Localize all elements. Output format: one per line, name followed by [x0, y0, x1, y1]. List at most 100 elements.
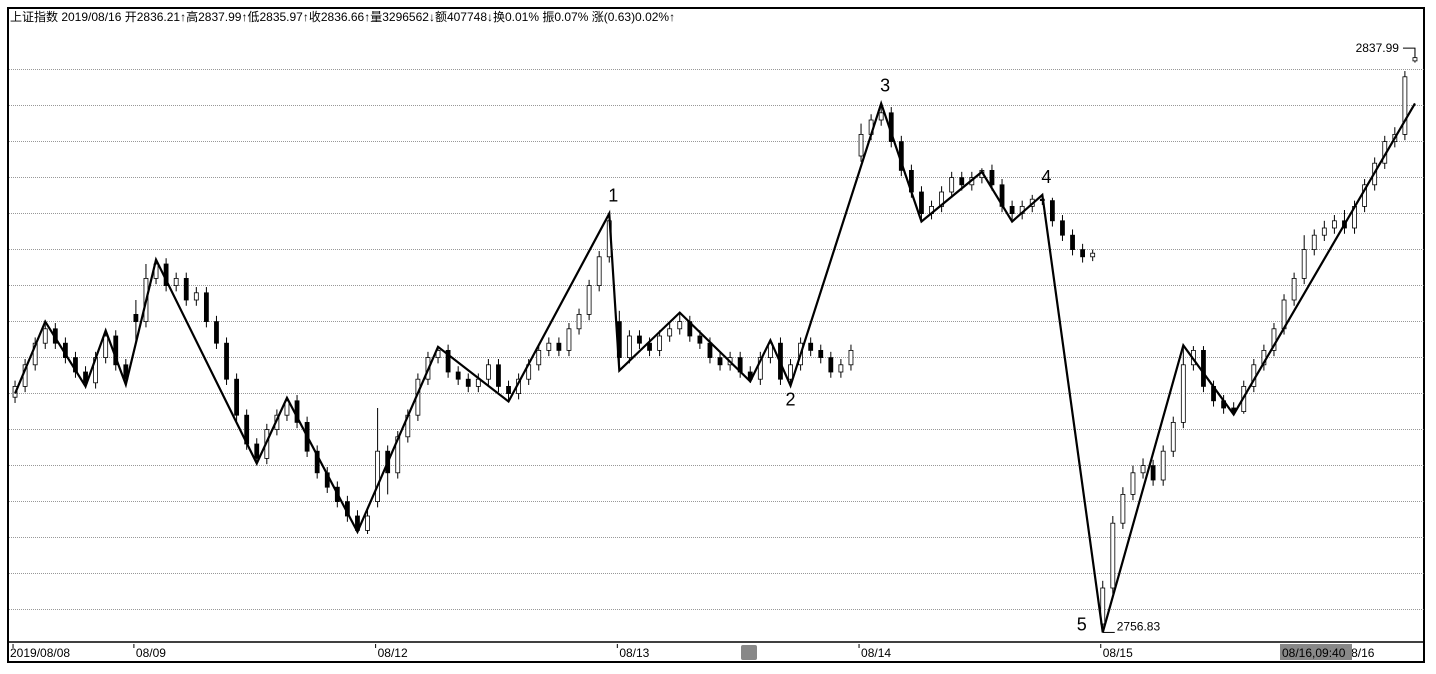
candle-body: [1201, 349, 1206, 387]
x-axis: 2019/08/08 08/09 08/12 08/13 08/14 08/15 08/16: [10, 644, 1375, 660]
candle-body: [637, 335, 642, 344]
candle-body: [596, 256, 602, 286]
candle-body: [818, 349, 824, 358]
candle-body: [1160, 450, 1166, 481]
candle-body: [203, 292, 209, 322]
candle-body: [173, 277, 179, 286]
candle-body: [465, 378, 471, 387]
cursor-label: 08/16,09:40: [1282, 646, 1346, 660]
wave-label: 1: [608, 186, 618, 206]
candle-body: [1291, 277, 1297, 301]
extreme-leader: [1402, 47, 1416, 57]
candle-body: [42, 328, 48, 344]
candle-body: [878, 112, 884, 121]
candle-body: [1301, 249, 1307, 279]
candle-body: [1070, 234, 1075, 250]
x-tick-label: 2019/08/08: [10, 646, 70, 660]
x-tick-label: 08/12: [378, 646, 408, 660]
candle-body: [1402, 76, 1408, 135]
wave-label: 5: [1077, 614, 1087, 634]
candle-body: [496, 364, 501, 387]
candle-body: [657, 335, 663, 351]
scrollbar-thumb[interactable]: [741, 645, 757, 660]
candle-body: [919, 191, 924, 215]
candle-body: [133, 313, 139, 322]
extreme-label: 2756.83: [1117, 619, 1161, 633]
candle-body: [828, 357, 834, 373]
candle-body: [838, 364, 844, 373]
extreme-label: 2837.99: [1356, 41, 1400, 55]
candle-body: [1140, 465, 1146, 474]
wave-label: 3: [880, 75, 890, 95]
candle-body: [1060, 220, 1065, 236]
x-tick-label: 08/15: [1103, 646, 1133, 660]
candle-body: [939, 191, 945, 207]
overlay: 1 2 3 4 5 2837.99 2756.83: [14, 41, 1416, 634]
candle-body: [1130, 472, 1136, 495]
candle-body: [959, 177, 965, 186]
candle-body: [788, 364, 793, 380]
candle-body: [1180, 364, 1186, 423]
candle-body: [717, 357, 723, 366]
candle-body: [626, 335, 632, 359]
candle-body: [586, 285, 592, 315]
candle-body: [445, 349, 451, 373]
candle-body: [808, 342, 814, 351]
candle-body: [103, 335, 109, 359]
candle-body: [1331, 220, 1337, 229]
candle-body: [506, 385, 511, 394]
candle-body: [193, 292, 199, 301]
candle-body: [647, 342, 652, 351]
candle-body: [1110, 522, 1116, 589]
candle-body: [697, 335, 703, 344]
candle-body: [284, 400, 290, 416]
candle-body: [1271, 328, 1277, 351]
candle-body: [365, 515, 370, 531]
candle-body: [183, 277, 189, 301]
header-info: 上证指数 2019/08/16 开2836.21↑高2837.99↑低2835.…: [10, 9, 675, 24]
candle-body: [1321, 227, 1327, 236]
candle-body: [556, 342, 562, 351]
wave-label: 4: [1041, 167, 1051, 187]
x-tick-label: 08/16: [1344, 646, 1374, 660]
candle-body: [224, 342, 229, 380]
cursor-box: [1280, 644, 1352, 660]
candle-body: [707, 342, 713, 359]
candle-body: [858, 133, 864, 157]
candle-body: [536, 349, 542, 366]
candle-body: [757, 357, 763, 380]
candle-body: [1080, 249, 1086, 258]
frame: [7, 7, 1425, 663]
candle-body: [1412, 57, 1418, 62]
x-tick-label: 08/09: [136, 646, 166, 660]
candle-body: [1150, 465, 1156, 481]
candle-body: [375, 450, 381, 503]
candle-body: [234, 378, 240, 416]
candle-body: [1362, 184, 1368, 207]
x-tick-label: 08/13: [619, 646, 649, 660]
candle-body: [566, 328, 572, 351]
x-tick-label: 08/14: [861, 646, 891, 660]
candle-body: [576, 313, 582, 330]
candle-body: [767, 342, 773, 359]
wave-line: [14, 99, 1416, 633]
candle-body: [848, 349, 854, 366]
candle-body: [254, 443, 260, 459]
candle-body: [455, 371, 461, 380]
wave-label: 2: [786, 390, 796, 410]
candle-body: [1049, 200, 1055, 222]
candle-body: [546, 342, 552, 351]
candle-body: [83, 371, 88, 384]
candle-body: [677, 321, 683, 330]
candle-body: [1120, 493, 1126, 524]
candle-body: [214, 321, 219, 344]
candle-body: [1311, 234, 1317, 250]
candle-body: [667, 328, 673, 337]
candle-body: [949, 177, 955, 193]
candle-body: [485, 364, 491, 380]
candle-body: [1170, 421, 1176, 452]
candle-body: [314, 450, 320, 474]
candle-body: [1090, 252, 1096, 258]
candle-body: [1100, 587, 1106, 625]
